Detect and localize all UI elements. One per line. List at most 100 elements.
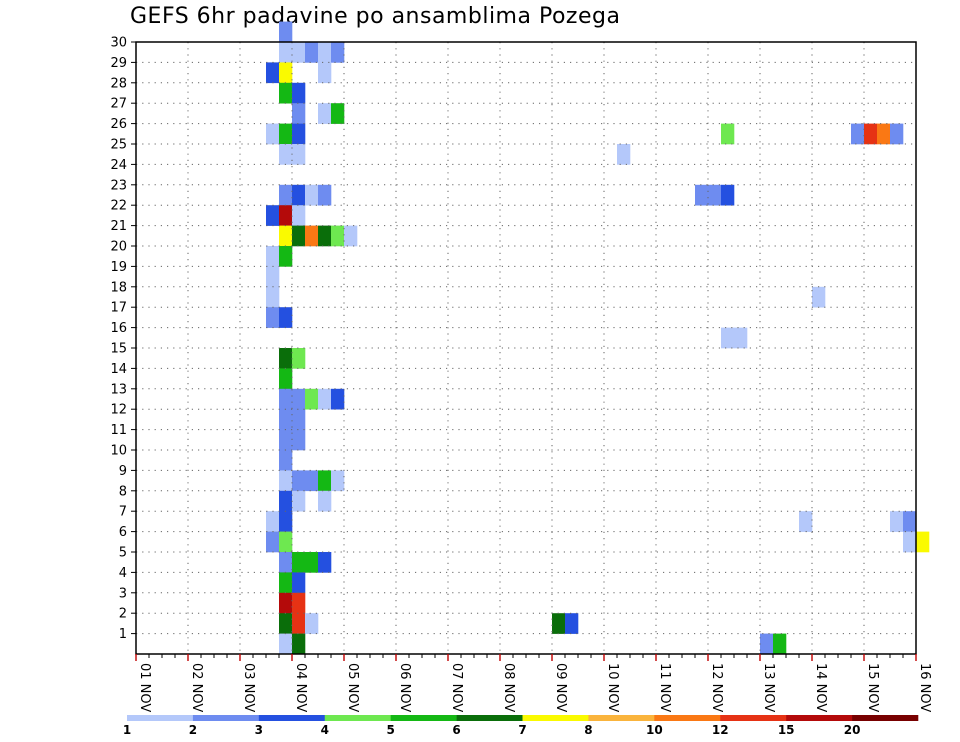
legend-label: 10 [646, 723, 663, 737]
y-axis: 1234567891011121314151617181920212223242… [110, 36, 136, 642]
heatmap-cell [565, 613, 579, 634]
y-tick-label: 5 [119, 546, 127, 561]
heatmap-cell [721, 327, 735, 349]
x-tick-label: 10 NOV [605, 663, 620, 712]
heatmap-cell [279, 388, 293, 410]
heatmap-cell [344, 225, 358, 247]
heatmap-cell [292, 388, 306, 410]
legend-label: 4 [321, 723, 329, 737]
heatmap-cell [279, 205, 293, 226]
x-tick-label: 09 NOV [553, 663, 568, 712]
legend-label: 20 [844, 723, 861, 737]
x-tick-label: 08 NOV [501, 663, 516, 712]
y-tick-label: 23 [110, 178, 127, 193]
heatmap-cell [318, 388, 332, 410]
y-tick-label: 13 [110, 382, 127, 397]
heatmap-cell [773, 633, 787, 655]
y-tick-label: 22 [110, 199, 127, 214]
heatmap-cell [279, 572, 293, 594]
x-axis: 01 NOV 02 NOV 03 NOV 04 NOV 05 NOV 06 NOV 07 N… [135, 654, 932, 712]
heatmap-cell [331, 42, 345, 63]
legend-label: 7 [518, 723, 526, 737]
heatmap-cell [279, 531, 293, 553]
legend-swatch [786, 715, 853, 721]
x-tick-label: 01 NOV [137, 663, 152, 712]
y-tick-label: 9 [119, 464, 127, 479]
y-tick-label: 10 [110, 444, 127, 459]
heatmap-cell [266, 62, 280, 84]
x-tick-label: 05 NOV [345, 663, 360, 712]
heatmap-cell [721, 123, 735, 145]
y-tick-label: 15 [110, 342, 127, 357]
heatmap-cell [292, 572, 306, 594]
y-tick-label: 7 [119, 505, 127, 520]
plot-frame [135, 41, 917, 655]
legend-label: 6 [452, 723, 460, 737]
heatmap-cell [292, 205, 306, 226]
y-tick-label: 25 [110, 138, 127, 153]
heatmap-cell [318, 184, 332, 206]
heatmap-cell [292, 144, 306, 165]
x-tick-label: 13 NOV [761, 663, 776, 712]
heatmap-cell [279, 82, 293, 104]
heatmap-cell [318, 42, 332, 63]
heatmap-cell [279, 348, 293, 369]
heatmap-cell [318, 225, 332, 247]
heatmap-cell [266, 205, 280, 226]
heatmap-cell [266, 286, 280, 308]
heatmap-cell [279, 246, 293, 267]
heatmap-cell [890, 123, 904, 145]
heatmap-cell [318, 490, 332, 512]
heatmap-cell [292, 103, 306, 124]
legend-label: 1 [123, 723, 131, 737]
heatmap-cell [279, 511, 293, 532]
heatmap-cell [760, 633, 774, 655]
heatmap-cell [279, 62, 293, 84]
y-tick-label: 12 [110, 403, 127, 418]
y-tick-label: 30 [110, 36, 127, 51]
heatmap-cell [331, 388, 345, 410]
heatmap-cell [318, 103, 332, 124]
y-tick-label: 24 [110, 158, 127, 173]
heatmap-cell [318, 552, 332, 573]
heatmap-cell [695, 184, 709, 206]
heatmap-cell [292, 429, 306, 451]
legend-label: 8 [584, 723, 592, 737]
legend-swatch [852, 715, 919, 721]
grid-lines [136, 42, 916, 654]
heatmap-cell [292, 82, 306, 104]
heatmap-cell [292, 633, 306, 655]
heatmap-cell [266, 123, 280, 145]
heatmap-cell [890, 511, 904, 532]
heatmap-cell [279, 42, 293, 63]
heatmap-cells [266, 21, 930, 655]
heatmap-cell [331, 225, 345, 247]
legend-swatch [588, 715, 655, 721]
heatmap-cell [318, 62, 332, 84]
legend-swatch [720, 715, 787, 721]
heatmap-cell [877, 123, 891, 145]
y-tick-label: 16 [110, 321, 127, 336]
heatmap-cell [851, 123, 865, 145]
heatmap-cell [812, 286, 826, 308]
heatmap-cell [279, 368, 293, 390]
heatmap-cell [617, 144, 631, 165]
legend-label: 2 [189, 723, 197, 737]
y-tick-label: 4 [119, 566, 127, 581]
y-tick-label: 27 [110, 97, 127, 112]
legend-swatch [390, 715, 457, 721]
x-tick-label: 04 NOV [293, 663, 308, 712]
x-tick-label: 12 NOV [709, 663, 724, 712]
heatmap-cell [279, 613, 293, 634]
y-tick-label: 28 [110, 76, 127, 91]
heatmap-cell [266, 307, 280, 328]
heatmap-cell [292, 42, 306, 63]
y-tick-label: 1 [119, 627, 127, 642]
heatmap-cell [279, 225, 293, 247]
x-tick-label: 16 NOV [917, 663, 932, 712]
heatmap-cell [903, 531, 917, 553]
heatmap-cell [292, 184, 306, 206]
x-tick-label: 02 NOV [189, 663, 204, 712]
y-tick-label: 17 [110, 301, 127, 316]
